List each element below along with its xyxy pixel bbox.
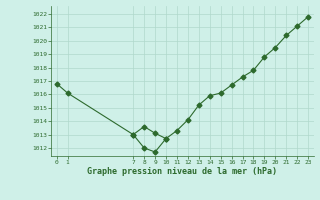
X-axis label: Graphe pression niveau de la mer (hPa): Graphe pression niveau de la mer (hPa) (87, 167, 277, 176)
